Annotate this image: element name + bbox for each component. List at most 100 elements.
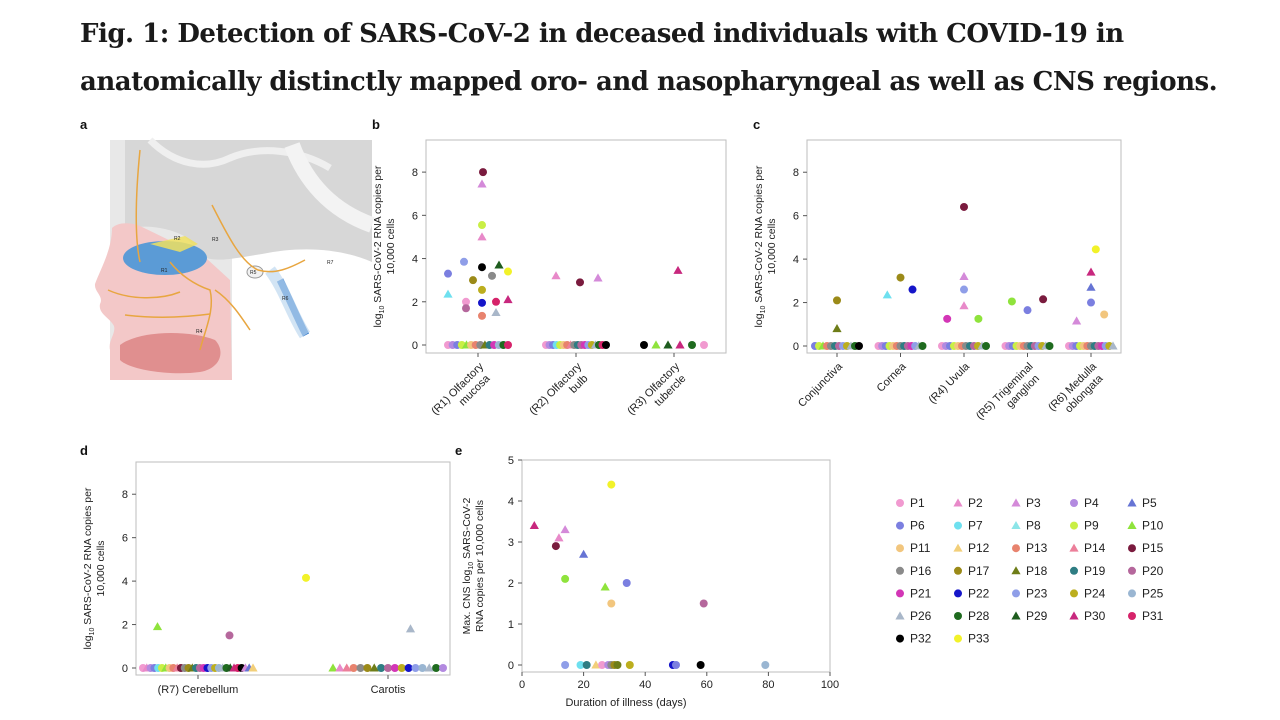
layer-b-zero-point-P31 (504, 341, 512, 349)
layer-b-point-P22 (478, 298, 486, 307)
layer-b-point-P6 (444, 269, 452, 278)
panel-label-c: c (753, 117, 761, 132)
olfactory-bulb-region (150, 236, 198, 252)
legend-marker-P13 (1012, 544, 1020, 553)
legend-label-P10: P10 (1142, 519, 1164, 533)
layer-b-zero-point-P32 (602, 341, 610, 349)
legend-label-P2: P2 (968, 496, 983, 510)
layer-d-point-P33 (302, 573, 310, 582)
legend-marker-P12 (953, 543, 963, 552)
legend-marker-P29 (1011, 611, 1021, 620)
layer-c-xtick-label-group: (R4) Uvula (926, 360, 972, 406)
panel-e-point-P6 (672, 661, 680, 669)
figure-title-line1: Fig. 1: Detection of SARS-CoV-2 in decea… (80, 19, 1124, 49)
layer-d-point-P20 (225, 631, 234, 640)
panel-e-point-P10 (561, 574, 570, 583)
layer-c-ylabel-line2: 10,000 cells (766, 218, 778, 274)
legend-label-P17: P17 (968, 564, 990, 578)
panel-e-point-P25 (761, 661, 770, 669)
layer-c-zero-point-P28 (918, 342, 927, 350)
layer-d-zero-point-P18 (369, 663, 379, 672)
layer-d-zero-point-P23 (411, 664, 420, 672)
legend-marker-P31 (1128, 612, 1136, 620)
layer-d-ylabel: log10 SARS-CoV-2 RNA copies per 10,000 ce… (82, 487, 107, 649)
legend-label-P22: P22 (968, 586, 990, 600)
layer-b-point-P26 (491, 307, 501, 317)
layer-d-point-P10 (152, 622, 163, 631)
legend-marker-P26 (895, 611, 905, 620)
legend-marker-P10 (1127, 521, 1137, 530)
layer-c-xtick-label: (R4) Uvula (926, 360, 972, 406)
layer-c-point-P10 (1007, 297, 1016, 306)
layer-d-zero-point-P13 (349, 664, 358, 672)
layer-c-xtick-label: Cornea (875, 360, 910, 395)
region-label-r4: R4 (196, 329, 203, 335)
layer-b-point-P2 (551, 271, 561, 280)
legend-marker-P24 (1070, 589, 1078, 598)
layer-d-ytick-label: 0 (122, 663, 128, 675)
legend-marker-P7 (954, 521, 962, 530)
legend-marker-P25 (1128, 589, 1136, 598)
panel-e-point-P10 (600, 582, 610, 591)
legend-marker-P22 (954, 589, 962, 598)
tongue (120, 333, 221, 374)
layer-c-point-P7 (882, 290, 892, 299)
panel-e-ytick-label: 1 (508, 619, 514, 631)
legend-marker-P5 (1127, 498, 1137, 507)
layer-c-zero-point-P28 (1045, 342, 1054, 350)
layer-d-ylabel-line1: log10 SARS-CoV-2 RNA copies per (82, 487, 96, 649)
layer-b-ytick-label: 8 (412, 167, 418, 179)
legend-label-P31: P31 (1142, 609, 1164, 623)
legend-marker-P2 (953, 498, 963, 507)
legend-label-P13: P13 (1026, 541, 1048, 555)
legend-label-P30: P30 (1084, 609, 1106, 623)
layer-c-xtick-label-group: Conjunctiva (796, 360, 846, 410)
layer-d-ytick-label: 4 (122, 576, 128, 588)
legend-marker-P14 (1069, 543, 1079, 552)
layer-d-zero-point-P24 (397, 664, 406, 672)
legend-label-P18: P18 (1026, 564, 1048, 578)
panel-b-chart: 0 2 4 6 8 log10 SARS-CoV-2 RNA copies per 10,0… (372, 165, 708, 418)
panel-e-ytick-label: 0 (508, 660, 514, 672)
layer-d-zero-point-P14 (342, 663, 352, 672)
legend-label-P1: P1 (910, 496, 925, 510)
legend-marker-P1 (896, 499, 904, 507)
layer-c-point-P5 (1086, 282, 1096, 291)
panel-e-point-P15 (551, 542, 560, 551)
panel-c-frame (806, 139, 1122, 354)
layer-d-ytick-label: 6 (122, 533, 128, 545)
panel-e-ylabel-line1: Max. CNS log10 SARS-CoV-2 (461, 497, 475, 634)
patient-legend: P1 P2 P3 P4 P5 P6 P7 P8 P9 P10 P11 P12 P13 P14 P15 P16 P… (895, 496, 1164, 646)
panel-e-xlabel: Duration of illness (days) (565, 697, 686, 709)
panel-d-frame (135, 461, 451, 676)
layer-c-point-P22 (908, 285, 917, 294)
panel-e-point-P5 (579, 549, 589, 558)
legend-label-P4: P4 (1084, 496, 1099, 510)
layer-b-point-P1 (462, 297, 470, 306)
legend-marker-P11 (896, 544, 904, 553)
layer-c-ytick-label: 8 (793, 167, 799, 179)
panel-label-e: e (455, 443, 463, 458)
layer-b-point-P31 (492, 297, 500, 306)
layer-b-point-P9 (478, 221, 486, 230)
layer-b-zero-point-P28 (688, 341, 696, 349)
layer-b-point-P16 (488, 271, 496, 280)
layer-d-zero-point-P19 (377, 664, 386, 672)
legend-label-P5: P5 (1142, 496, 1157, 510)
layer-b-point-P2 (477, 232, 487, 241)
layer-c-point-P2 (959, 301, 969, 310)
panel-label-a: a (80, 117, 88, 132)
layer-b-zero-point-P32 (640, 341, 648, 349)
layer-d-ylabel-line2: 10,000 cells (95, 540, 107, 596)
layer-b-zero-point-P10 (651, 340, 661, 349)
layer-d-zero-point-P21 (390, 664, 399, 672)
layer-b-point-P30 (503, 295, 513, 304)
panel-e-point-P18 (613, 661, 622, 669)
legend-marker-P30 (1069, 611, 1079, 620)
panel-e-xtick-label: 80 (762, 679, 774, 691)
layer-b-point-P15 (576, 278, 584, 287)
layer-d-zero-point-P16 (356, 664, 365, 672)
layer-c-point-P17 (833, 296, 841, 305)
